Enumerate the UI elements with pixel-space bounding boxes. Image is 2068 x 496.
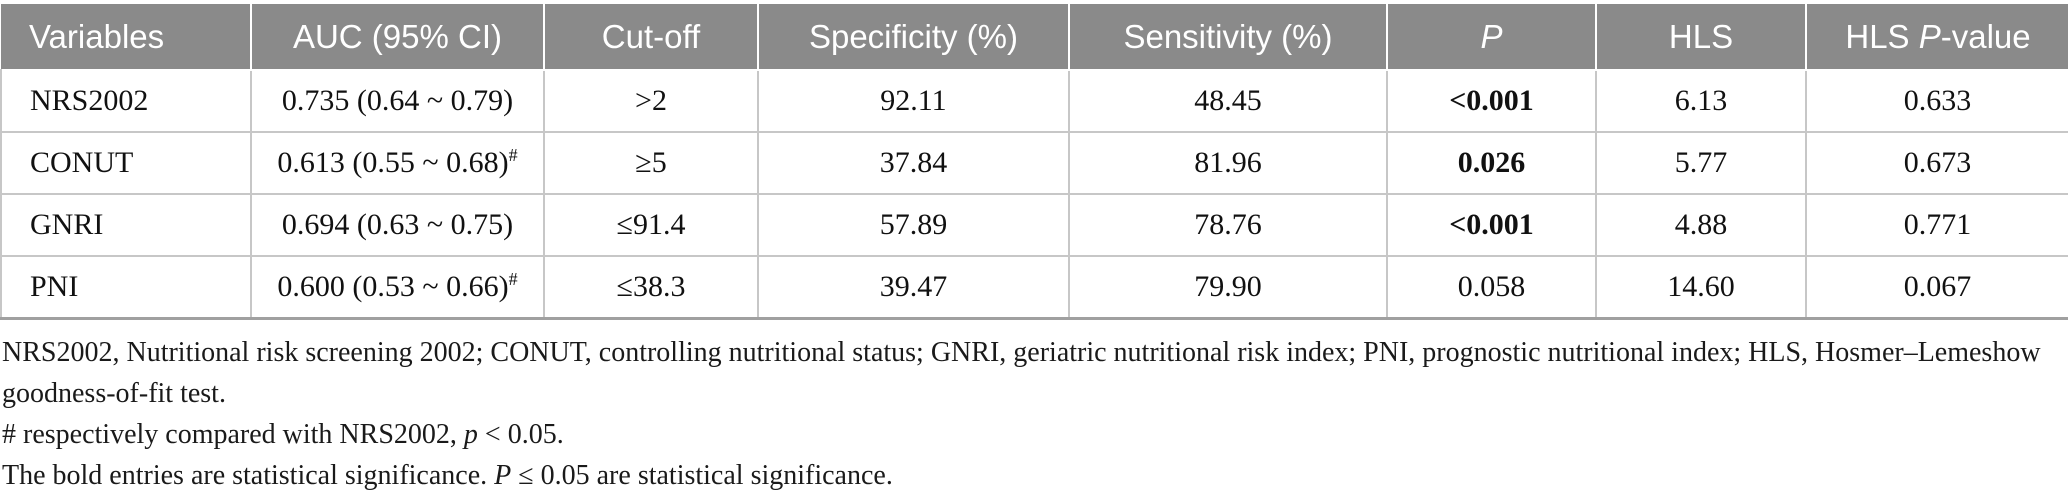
table-footnotes: NRS2002, Nutritional risk screening 2002…	[0, 320, 2068, 496]
cell-cutoff: ≤38.3	[543, 256, 759, 319]
cell-hls-p-value: 0.673	[1805, 132, 2068, 195]
cell-variable: GNRI	[0, 194, 252, 257]
footnote-bold-pre: The bold entries are statistical signifi…	[2, 459, 495, 491]
table-container: Variables AUC (95% CI) Cut-off Specifici…	[0, 4, 2068, 320]
cell-cutoff: ≤91.4	[543, 194, 759, 257]
header-cell-cutoff: Cut-off	[543, 4, 758, 70]
cell-hls-p-value: 0.067	[1805, 256, 2068, 319]
table-row: PNI 0.600 (0.53 ~ 0.66)# ≤38.3 39.47 79.…	[0, 256, 2068, 319]
cell-sensitivity: 79.90	[1068, 256, 1388, 319]
header-cell-p: P	[1386, 4, 1596, 70]
header-p-label: P	[1480, 17, 1503, 55]
header-row: Variables AUC (95% CI) Cut-off Specifici…	[1, 4, 2068, 70]
table-row: NRS2002 0.735 (0.64 ~ 0.79) >2 92.11 48.…	[0, 69, 2068, 133]
cell-variable: CONUT	[0, 132, 252, 195]
footnote-hash-italic-p: p	[463, 418, 478, 450]
header-cell-specificity: Specificity (%)	[757, 4, 1069, 70]
cell-cutoff: ≥5	[543, 132, 759, 195]
header-cell-hls-p-value: HLS P-value	[1805, 4, 2068, 70]
cell-auc: 0.735 (0.64 ~ 0.79)	[250, 69, 545, 133]
cell-auc: 0.613 (0.55 ~ 0.68)#	[250, 132, 545, 195]
cell-auc: 0.694 (0.63 ~ 0.75)	[250, 194, 545, 257]
auc-value: 0.694 (0.63 ~ 0.75)	[281, 208, 514, 241]
results-table: Variables AUC (95% CI) Cut-off Specifici…	[0, 4, 2068, 320]
footnote-bold-note: The bold entries are statistical signifi…	[2, 455, 2064, 496]
cell-p-value: <0.001	[1386, 194, 1597, 257]
header-cell-sensitivity: Sensitivity (%)	[1068, 4, 1387, 70]
footnote-hash: # respectively compared with NRS2002, p …	[2, 414, 2064, 455]
cell-hls: 5.77	[1595, 132, 1807, 195]
cell-cutoff: >2	[543, 69, 759, 133]
cell-sensitivity: 78.76	[1068, 194, 1388, 257]
cell-variable: NRS2002	[0, 69, 252, 133]
header-cell-auc: AUC (95% CI)	[250, 4, 544, 70]
footnote-abbreviations: NRS2002, Nutritional risk screening 2002…	[2, 336, 2041, 409]
cell-specificity: 39.47	[757, 256, 1070, 319]
header-cell-variables: Variables	[1, 4, 251, 70]
auc-value: 0.613 (0.55 ~ 0.68)	[277, 146, 509, 179]
table-body: NRS2002 0.735 (0.64 ~ 0.79) >2 92.11 48.…	[0, 69, 2068, 319]
hls-p-italic: P	[1918, 17, 1941, 55]
auc-superscript: #	[508, 268, 518, 289]
auc-value: 0.600 (0.53 ~ 0.66)	[277, 269, 509, 303]
footnote-bold-italic-p: P	[494, 459, 512, 491]
footnote-hash-post: < 0.05.	[477, 418, 564, 450]
cell-hls-p-value: 0.771	[1805, 194, 2068, 257]
hls-p-post: -value	[1940, 17, 2031, 55]
cell-specificity: 37.84	[757, 132, 1070, 195]
footnote-bold-post: ≤ 0.05 are statistical significance.	[511, 459, 893, 491]
cell-p-value: <0.001	[1386, 69, 1597, 133]
cell-sensitivity: 81.96	[1068, 132, 1388, 195]
hls-p-pre: HLS	[1845, 17, 1919, 55]
cell-auc: 0.600 (0.53 ~ 0.66)#	[250, 256, 545, 319]
auc-value: 0.735 (0.64 ~ 0.79)	[281, 84, 514, 117]
cell-hls: 6.13	[1595, 69, 1807, 133]
cell-specificity: 92.11	[757, 69, 1070, 133]
cell-hls: 4.88	[1595, 194, 1807, 257]
cell-specificity: 57.89	[757, 194, 1070, 257]
cell-hls: 14.60	[1595, 256, 1807, 319]
footnote-hash-pre: # respectively compared with NRS2002,	[2, 418, 464, 450]
cell-p-value: 0.058	[1386, 256, 1597, 319]
header-cell-hls: HLS	[1595, 4, 1806, 70]
cell-variable: PNI	[0, 256, 252, 319]
cell-hls-p-value: 0.633	[1805, 69, 2068, 133]
table-row: CONUT 0.613 (0.55 ~ 0.68)# ≥5 37.84 81.9…	[0, 132, 2068, 195]
table-header: Variables AUC (95% CI) Cut-off Specifici…	[1, 4, 2068, 70]
cell-p-value: 0.026	[1386, 132, 1597, 195]
cell-sensitivity: 48.45	[1068, 69, 1388, 133]
table-row: GNRI 0.694 (0.63 ~ 0.75) ≤91.4 57.89 78.…	[0, 194, 2068, 257]
auc-superscript: #	[508, 145, 518, 165]
